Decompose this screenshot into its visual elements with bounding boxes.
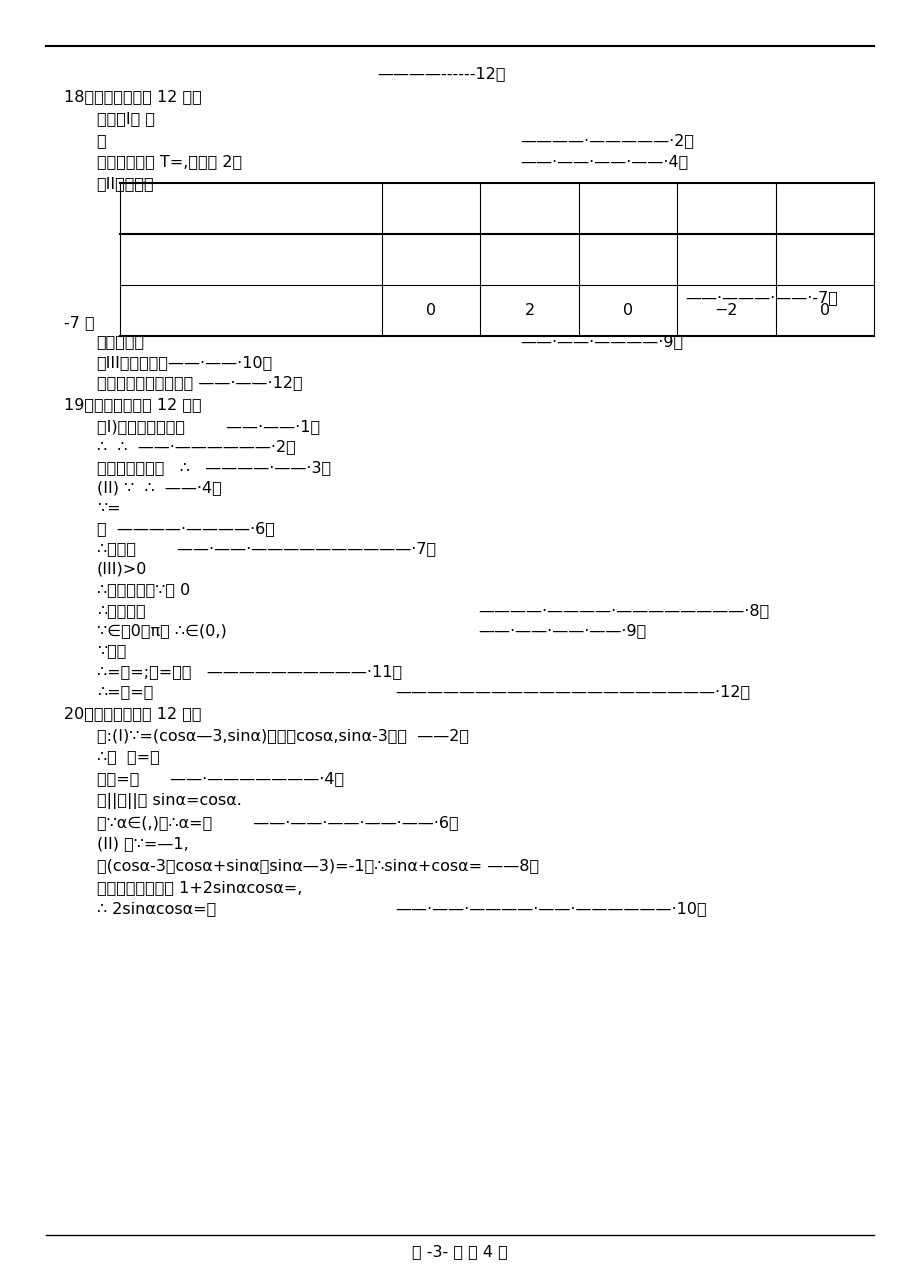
- Text: ∴与同号，又∵） 0: ∴与同号，又∵） 0: [96, 582, 189, 598]
- Text: 又∵α∈(,)，∴α=．        ——·——·——·——·——·6分: 又∵α∈(,)，∴α=． ——·——·——·——·——·6分: [96, 815, 458, 830]
- Text: ∴=，=;或=，＝   ——————————·11分: ∴=，=;或=，＝ ——————————·11分: [96, 664, 402, 679]
- Text: ∵=: ∵=: [96, 501, 120, 516]
- Text: ——·——·——·——·4分: ——·——·——·——·4分: [519, 155, 687, 170]
- Text: 图象如上。: 图象如上。: [96, 335, 144, 350]
- Text: 得(cosα-3）cosα+sinα（sinα—3)=-1。∴sinα+cosα= ——8分: 得(cosα-3）cosα+sinα（sinα—3)=-1。∴sinα+cosα…: [96, 858, 539, 873]
- Text: ————·—————·2分: ————·—————·2分: [519, 133, 693, 148]
- Text: 由上式两边平方得 1+2sinαcosα=,: 由上式两边平方得 1+2sinαcosα=,: [96, 880, 301, 895]
- Text: 20．（本小题满分 12 分）: 20．（本小题满分 12 分）: [64, 706, 201, 722]
- Text: （II）列表：: （II）列表：: [96, 176, 154, 192]
- Text: （III）由解得：——·——·10分: （III）由解得：——·——·10分: [96, 355, 273, 370]
- Text: (II) ∵  ∴  ——·4分: (II) ∵ ∴ ——·4分: [96, 480, 221, 495]
- Text: ∴原式＝        ——·——·——————————·7分: ∴原式＝ ——·——·——————————·7分: [96, 541, 436, 557]
- Text: ————————————————————·12分: ————————————————————·12分: [395, 684, 750, 700]
- Text: 0: 0: [622, 303, 632, 318]
- Text: ∴  ∴  ——·——————·2分: ∴ ∴ ——·——————·2分: [96, 439, 295, 455]
- Text: 解：（I） ＝: 解：（I） ＝: [96, 111, 154, 126]
- Text: ∵，且: ∵，且: [96, 644, 126, 659]
- Text: 由||＝||得 sinα=cosα.: 由||＝||得 sinα=cosα.: [96, 793, 241, 810]
- Text: ∴ 2sinαcosα=。: ∴ 2sinαcosα=。: [96, 902, 216, 917]
- Text: ｜｜=．      ——·———————·4分: ｜｜=． ——·———————·4分: [96, 771, 344, 787]
- Text: 解:(I)∵=(cosα—3,sinα)，＝（cosα,sinα-3），  ——2分: 解:(I)∵=(cosα—3,sinα)，＝（cosα,sinα-3）， ——2…: [96, 728, 468, 743]
- Text: ——·——·————·9分: ——·——·————·9分: [519, 335, 682, 350]
- Text: 19．（本小题满分 12 分）: 19．（本小题满分 12 分）: [64, 397, 202, 412]
- Text: （I)由韦达定理得：        ——·——·1分: （I)由韦达定理得： ——·——·1分: [96, 419, 320, 434]
- Text: ——·——·——·——·9分: ——·——·——·——·9分: [478, 623, 646, 638]
- Text: 2: 2: [524, 303, 534, 318]
- Text: ————·————·————————·8分: ————·————·————————·8分: [478, 603, 769, 618]
- Text: 0: 0: [425, 303, 436, 318]
- Text: ∴=或=。: ∴=或=。: [96, 684, 153, 700]
- Text: 由韦达定理得＝   ∴   ————·——·3分: 由韦达定理得＝ ∴ ————·——·3分: [96, 460, 330, 475]
- Text: ∴与同正号: ∴与同正号: [96, 603, 145, 618]
- Text: ＝: ＝: [96, 133, 106, 148]
- Text: 所以函数的递减区间为 ——·——·12分: 所以函数的递减区间为 ——·——·12分: [96, 375, 302, 391]
- Text: ＝  ————·————·6分: ＝ ————·————·6分: [96, 521, 274, 536]
- Text: ——·———·——·-7分: ——·———·——·-7分: [685, 290, 837, 305]
- Text: 第 -3- 页 共 4 页: 第 -3- 页 共 4 页: [412, 1244, 507, 1259]
- Text: ——·——·————·——·——————·10分: ——·——·————·——·——————·10分: [395, 902, 707, 917]
- Text: (III)>0: (III)>0: [96, 562, 147, 577]
- Text: −2: −2: [714, 303, 737, 318]
- Text: 函数的周期为 T=,振幅为 2。: 函数的周期为 T=,振幅为 2。: [96, 155, 242, 170]
- Text: -7 分: -7 分: [64, 315, 95, 331]
- Text: ∴｜  ｜=，: ∴｜ ｜=，: [96, 750, 159, 765]
- Text: 0: 0: [819, 303, 829, 318]
- Text: 18．（本小题满分 12 分）: 18．（本小题满分 12 分）: [64, 89, 202, 105]
- Text: ————------12分: ————------12分: [377, 66, 505, 82]
- Text: (II) 由∵=—1,: (II) 由∵=—1,: [96, 836, 188, 852]
- Text: ∵∈（0，π） ∴∈(0,): ∵∈（0，π） ∴∈(0,): [96, 623, 226, 638]
